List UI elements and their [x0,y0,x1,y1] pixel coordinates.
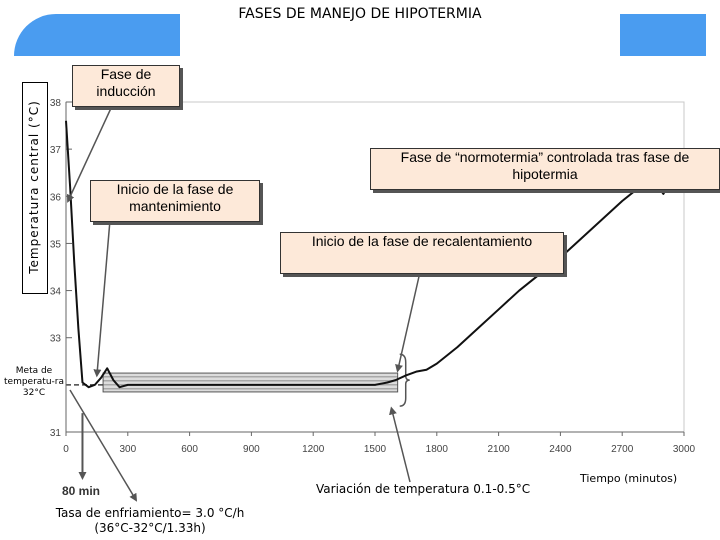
series-layer [65,120,685,389]
temperature-curve [65,120,685,389]
chart-title: FASES DE MANEJO DE HIPOTERMIA [238,6,482,22]
header-decoration-right [620,14,706,56]
x-tick-label-1500: 1500 [364,444,387,455]
header-decoration-left [14,14,180,56]
x-tick-label-1800: 1800 [426,444,449,455]
x-tick-label-0: 0 [63,444,69,455]
y-tick-label-36: 36 [50,192,62,203]
callout-induction: Fase de inducción [72,65,180,107]
arrow-induction [66,105,113,203]
x-tick-label-900: 900 [243,444,260,455]
x-tick-label-300: 300 [119,444,136,455]
cooling-rate-text: Tasa de enfriamiento= 3.0 °C/h [55,506,245,520]
x-tick-label-2100: 2100 [487,444,510,455]
x-tick-label-2400: 2400 [549,444,572,455]
arrow-maintenance [93,219,111,378]
y-tick-label-31: 31 [50,428,62,439]
y-tick-label-38: 38 [50,98,62,109]
callout-maintenance-start: Inicio de la fase de mantenimiento [90,180,260,222]
maintenance-band [102,372,399,393]
y-axis-label-frame [22,82,48,294]
tick-labels: 31 33 34 35 36 37 38 0 300 600 900 1200 1500 1800 2100… [50,98,696,455]
callout-rewarming-start: Inicio de la fase de recalentamiento [280,232,564,274]
cooling-rate-label: Tasa de enfriamiento= 3.0 °C/h (36°C-32°… [30,506,270,536]
goal-temperature-label: Meta de temperatu-ra 32°C [4,366,64,398]
x-tick-label-3000: 3000 [673,444,696,455]
callout-arrows [66,105,421,502]
arrow-rewarming [395,271,421,373]
x-tick-label-2700: 2700 [611,444,634,455]
x-tick-label-1200: 1200 [302,444,325,455]
variation-bracket [399,353,410,407]
x-axis-label: Tiempo (minutos) [580,472,678,485]
variation-label: Variación de temperatura 0.1-0.5°C [316,482,531,496]
callout-normothermia: Fase de “normotermia” controlada tras fa… [370,148,720,190]
chart-axes [65,101,685,436]
y-tick-label-37: 37 [50,145,62,156]
y-tick-label-34: 34 [50,287,62,298]
arrow-variation [389,406,411,483]
x-tick-label-600: 600 [181,444,198,455]
cooling-rate-detail: (36°C-32°C/1.33h) [94,521,206,535]
y-tick-label-33: 33 [50,334,62,345]
y-tick-label-35: 35 [50,239,62,250]
marker-80min-label: 80 min [62,484,101,498]
arrow-cooling-rate [69,389,138,502]
